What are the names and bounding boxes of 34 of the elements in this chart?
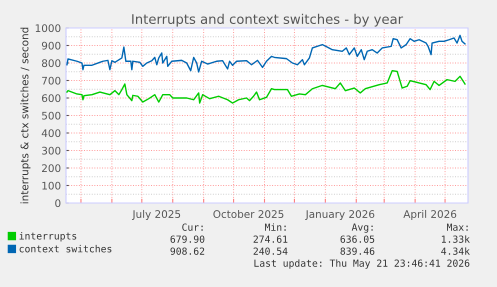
- x-tick-label: January 2026: [305, 210, 374, 220]
- legend-label: context switches: [20, 244, 112, 252]
- text: 4.34k: [441, 247, 470, 255]
- chart-title: Interrupts and context switches - by year: [132, 14, 404, 27]
- text: 274.61: [254, 235, 288, 243]
- text: Last update: Thu May 21 23:46:41 2026: [254, 259, 470, 269]
- x-tick-label: July 2025: [132, 210, 180, 220]
- y-tick-label: 900: [42, 42, 60, 50]
- text: Min:: [264, 223, 286, 231]
- text: 636.05: [340, 235, 374, 243]
- text: Cur:: [182, 223, 203, 231]
- y-tick-label: 0: [55, 199, 60, 208]
- y-tick-label: 500: [42, 112, 60, 120]
- line-series: [66, 34, 466, 73]
- line-series: [66, 70, 466, 104]
- text: 679.90: [170, 235, 204, 243]
- legend-label: interrupts: [20, 232, 76, 242]
- text: 839.46: [340, 247, 374, 255]
- text: Avg:: [352, 224, 373, 233]
- y-tick-label: 700: [42, 76, 60, 85]
- x-tick-label: April 2026: [403, 210, 456, 220]
- text: 240.54: [254, 247, 288, 255]
- x-tick-label: October 2025: [213, 210, 284, 218]
- y-tick-label: 200: [42, 164, 60, 172]
- text: 908.62: [170, 247, 204, 255]
- y-tick-label: 1000: [36, 24, 60, 32]
- y-tick-label: 100: [42, 182, 60, 190]
- y-axis-title: interrupts & ctx switches / second: [20, 28, 30, 204]
- text: Max:: [446, 224, 468, 231]
- y-tick-label: 800: [42, 59, 60, 68]
- y-tick-label: 600: [42, 94, 60, 102]
- y-tick-label: 300: [42, 146, 60, 155]
- text: 1.33k: [442, 235, 470, 243]
- y-tick-label: 400: [42, 129, 60, 138]
